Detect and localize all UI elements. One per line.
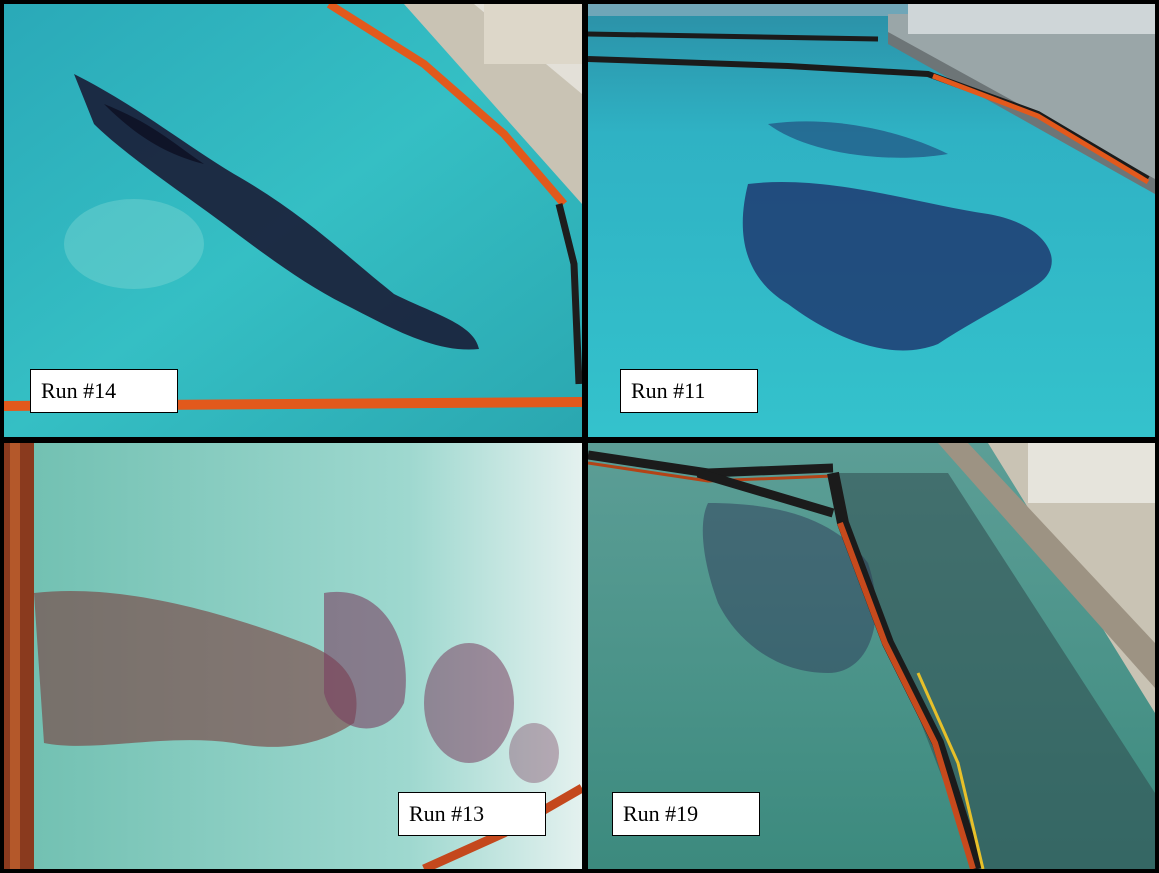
photo-run-11: Run #11 [588, 4, 1155, 437]
photo-run-13: Run #13 [4, 443, 582, 869]
photo-run-19: Run #19 [588, 443, 1155, 869]
run-label-11: Run #11 [620, 369, 758, 413]
tank-photo-run-11 [588, 4, 1155, 437]
run-label-13: Run #13 [398, 792, 546, 836]
run-label-19: Run #19 [612, 792, 760, 836]
tank-photo-run-14 [4, 4, 582, 437]
run-label-14: Run #14 [30, 369, 178, 413]
photo-run-14: Run #14 [4, 4, 582, 437]
